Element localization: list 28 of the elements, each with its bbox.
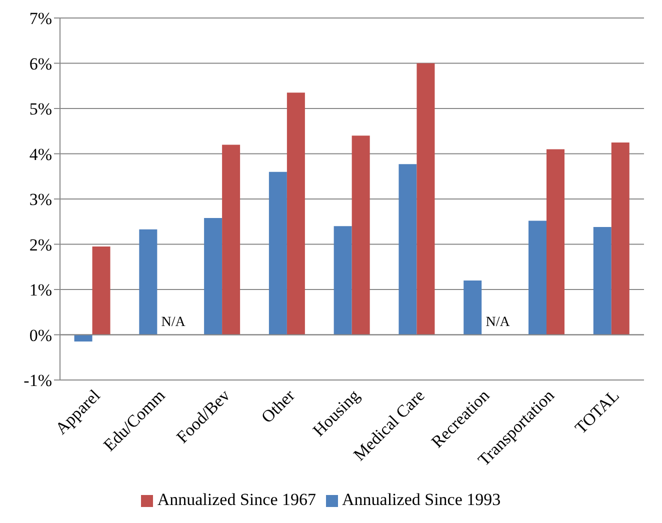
legend-label: Annualized Since 1967 [157, 490, 316, 509]
y-tick-label: -1% [24, 371, 52, 390]
bar [268, 172, 287, 335]
y-tick-label: 1% [29, 280, 52, 300]
legend-label: Annualized Since 1993 [342, 490, 501, 509]
bar [398, 164, 417, 335]
y-tick-label: 5% [29, 100, 52, 119]
y-tick-label: 2% [29, 235, 52, 254]
bar [92, 246, 110, 335]
y-tick-label: 3% [29, 190, 52, 210]
bar [611, 142, 630, 335]
bar [204, 218, 222, 335]
y-tick-label: 6% [29, 54, 52, 74]
bar [286, 92, 305, 335]
bar [139, 229, 158, 335]
bar [528, 220, 546, 335]
annotation: N/A [486, 314, 511, 330]
y-tick-label: 0% [29, 326, 52, 345]
bar [464, 280, 482, 335]
bar [334, 226, 352, 335]
bar [593, 227, 612, 335]
y-tick-label: 4% [29, 144, 52, 164]
bar [416, 63, 435, 335]
annotation: N/A [161, 314, 186, 330]
bar [352, 136, 370, 335]
bar [222, 144, 240, 335]
bar [546, 149, 564, 335]
y-tick-label: 7% [29, 9, 52, 28]
